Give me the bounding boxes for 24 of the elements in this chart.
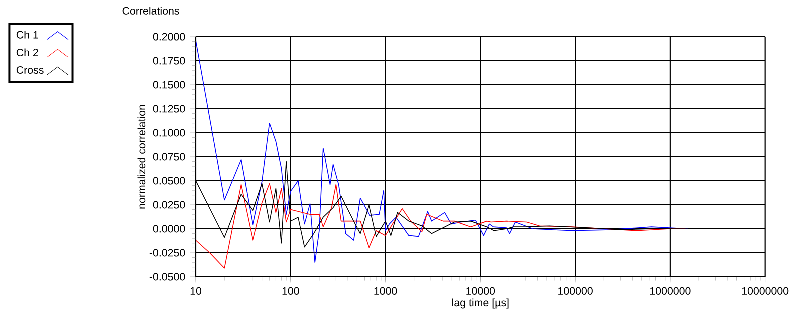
x-tick-label: 1000000 xyxy=(650,287,691,295)
y-tick-label: 0.1250 xyxy=(153,105,186,113)
y-tick-label: 0.0750 xyxy=(153,153,186,161)
y-tick-label: 0.1750 xyxy=(153,57,186,65)
x-tick-label: 10000000 xyxy=(742,287,789,295)
y-tick-label: 0.0500 xyxy=(153,177,186,185)
x-tick-label: 1000 xyxy=(374,287,398,295)
x-tick-label: 100 xyxy=(282,287,300,295)
y-tick-label: -0.0250 xyxy=(150,249,186,257)
y-tick-label: 0.1500 xyxy=(153,81,186,89)
y-tick-label: 0.0250 xyxy=(153,201,186,209)
legend-label: Cross xyxy=(16,66,44,74)
x-tick-label: 10 xyxy=(190,287,202,295)
legend-label: Ch 1 xyxy=(16,30,38,39)
y-tick-label: -0.0500 xyxy=(150,273,186,281)
y-tick-label: 0.1000 xyxy=(153,129,186,137)
x-tick-label: 10000 xyxy=(466,287,496,295)
y-axis-title: normalized correlation xyxy=(138,105,146,209)
legend-label: Ch 2 xyxy=(16,48,38,57)
x-tick-label: 100000 xyxy=(558,287,593,295)
y-tick-label: 0.0000 xyxy=(153,225,186,233)
x-axis-title: lag time [µs] xyxy=(452,298,509,309)
chart-title: Correlations xyxy=(122,7,180,15)
y-tick-label: 0.2000 xyxy=(153,33,186,41)
